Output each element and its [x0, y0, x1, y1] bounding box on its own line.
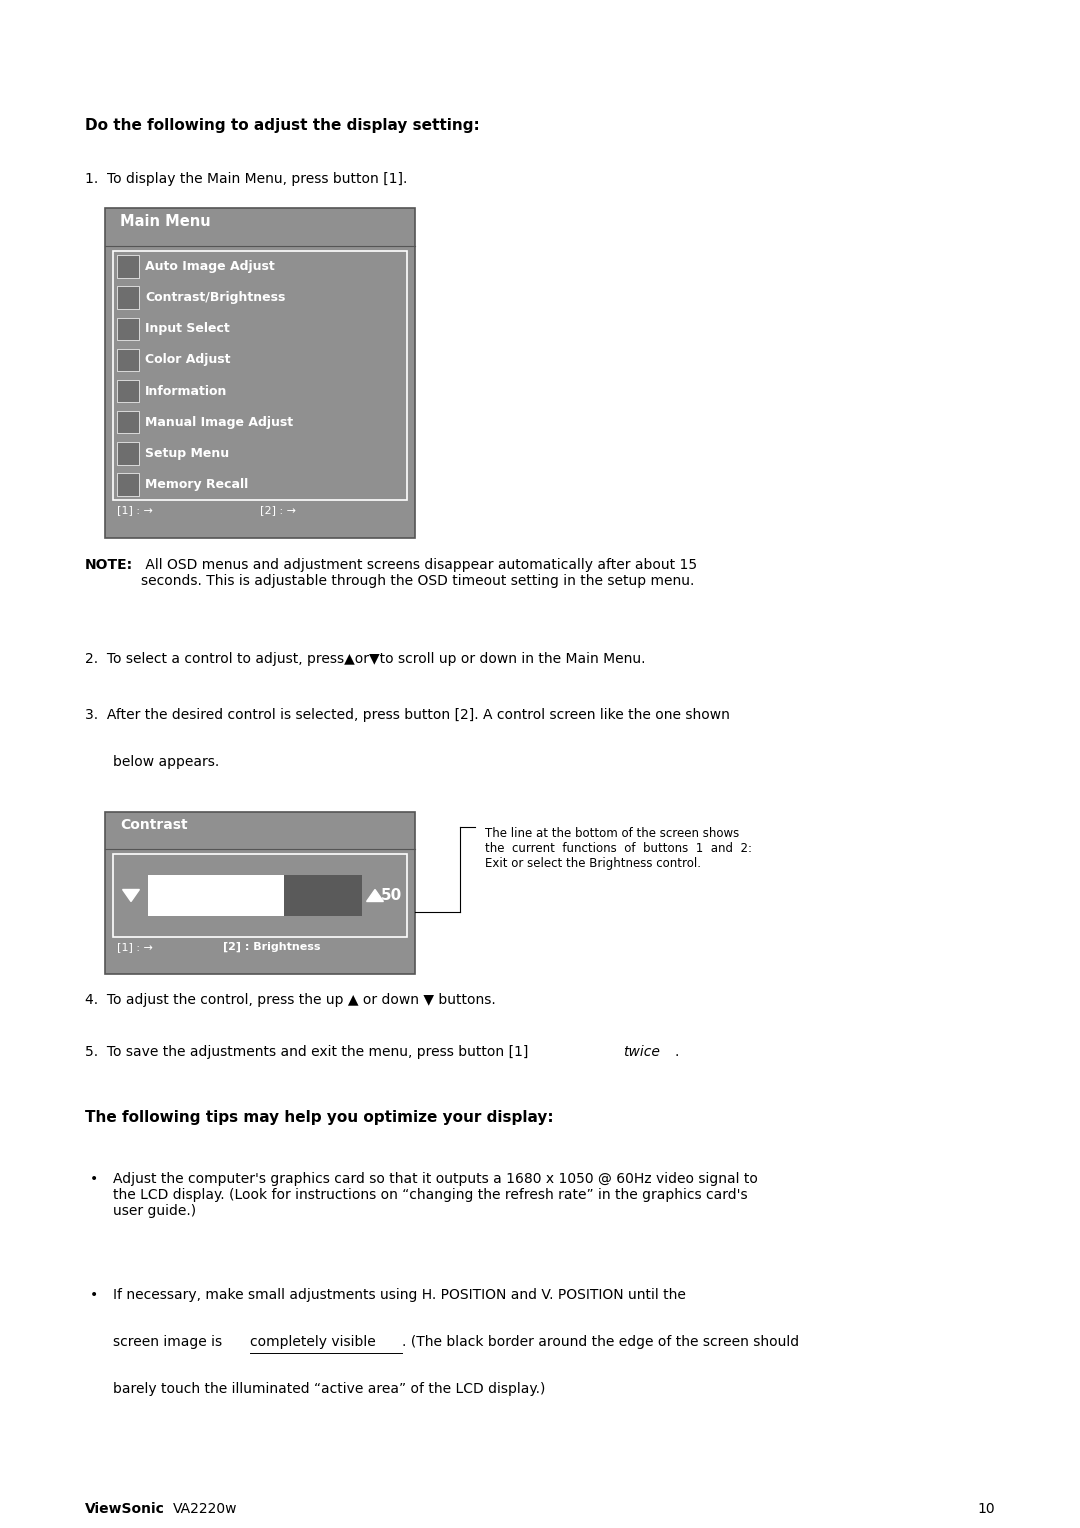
Text: Adjust the computer's graphics card so that it outputs a 1680 x 1050 @ 60Hz vide: Adjust the computer's graphics card so t… — [113, 1172, 758, 1218]
Polygon shape — [123, 889, 139, 902]
Text: Contrast/Brightness: Contrast/Brightness — [145, 292, 285, 304]
FancyBboxPatch shape — [117, 474, 139, 495]
Text: [1] : →: [1] : → — [117, 504, 153, 515]
Text: Manual Image Adjust: Manual Image Adjust — [145, 416, 293, 429]
Text: VA2220w: VA2220w — [173, 1502, 238, 1516]
Text: [2] : Brightness: [2] : Brightness — [222, 941, 321, 952]
Text: twice: twice — [623, 1045, 660, 1059]
Text: Main Menu: Main Menu — [120, 214, 211, 229]
Text: Color Adjust: Color Adjust — [145, 353, 230, 367]
Text: 50: 50 — [381, 888, 402, 903]
Text: ViewSonic: ViewSonic — [85, 1502, 165, 1516]
Text: NOTE:: NOTE: — [85, 558, 133, 571]
FancyBboxPatch shape — [105, 208, 415, 538]
FancyBboxPatch shape — [148, 874, 284, 917]
Text: Memory Recall: Memory Recall — [145, 478, 248, 490]
Text: •: • — [90, 1172, 98, 1186]
Text: 1.  To display the Main Menu, press button [1].: 1. To display the Main Menu, press butto… — [85, 173, 407, 186]
Text: screen image is: screen image is — [113, 1335, 227, 1349]
Text: If necessary, make small adjustments using H. POSITION and V. POSITION until the: If necessary, make small adjustments usi… — [113, 1288, 686, 1302]
Text: Auto Image Adjust: Auto Image Adjust — [145, 260, 274, 274]
Text: Information: Information — [145, 385, 228, 397]
FancyBboxPatch shape — [284, 874, 362, 917]
FancyBboxPatch shape — [117, 380, 139, 402]
Text: [2] : →: [2] : → — [260, 504, 296, 515]
FancyBboxPatch shape — [117, 411, 139, 434]
Text: Do the following to adjust the display setting:: Do the following to adjust the display s… — [85, 118, 480, 133]
FancyBboxPatch shape — [117, 286, 139, 309]
Text: The following tips may help you optimize your display:: The following tips may help you optimize… — [85, 1109, 554, 1125]
FancyBboxPatch shape — [117, 255, 139, 278]
FancyBboxPatch shape — [117, 442, 139, 465]
Text: Contrast: Contrast — [120, 817, 188, 833]
Text: Input Select: Input Select — [145, 322, 230, 335]
Text: below appears.: below appears. — [113, 755, 219, 769]
Text: barely touch the illuminated “active area” of the LCD display.): barely touch the illuminated “active are… — [113, 1381, 545, 1397]
Polygon shape — [366, 889, 383, 902]
Text: 10: 10 — [977, 1502, 995, 1516]
FancyBboxPatch shape — [117, 348, 139, 371]
Text: 4.  To adjust the control, press the up ▲ or down ▼ buttons.: 4. To adjust the control, press the up ▲… — [85, 993, 496, 1007]
Text: •: • — [90, 1288, 98, 1302]
Text: [1] : →: [1] : → — [117, 941, 153, 952]
FancyBboxPatch shape — [117, 318, 139, 341]
Text: .: . — [675, 1045, 679, 1059]
FancyBboxPatch shape — [105, 811, 415, 973]
Text: 5.  To save the adjustments and exit the menu, press button [1]: 5. To save the adjustments and exit the … — [85, 1045, 532, 1059]
Text: 3.  After the desired control is selected, press button [2]. A control screen li: 3. After the desired control is selected… — [85, 707, 730, 723]
Text: Setup Menu: Setup Menu — [145, 446, 229, 460]
FancyBboxPatch shape — [113, 854, 407, 937]
Text: completely visible: completely visible — [249, 1335, 376, 1349]
Text: The line at the bottom of the screen shows
the  current  functions  of  buttons : The line at the bottom of the screen sho… — [485, 827, 752, 869]
FancyBboxPatch shape — [113, 251, 407, 500]
Text: . (The black border around the edge of the screen should: . (The black border around the edge of t… — [402, 1335, 799, 1349]
Text: 2.  To select a control to adjust, press▲or▼to scroll up or down in the Main Men: 2. To select a control to adjust, press▲… — [85, 652, 646, 666]
Text: All OSD menus and adjustment screens disappear automatically after about 15
seco: All OSD menus and adjustment screens dis… — [141, 558, 697, 588]
